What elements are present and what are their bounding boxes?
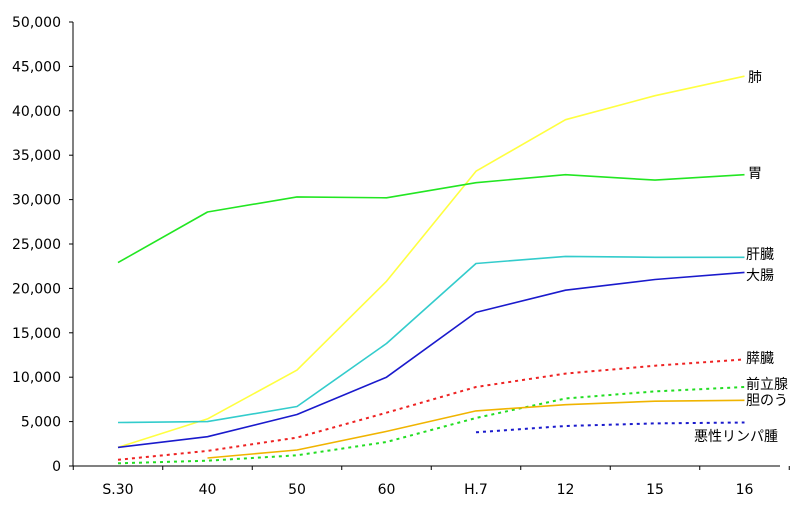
x-tick-label: 60 [378,482,396,498]
series-line-5 [117,386,745,465]
x-tick-label: 50 [288,482,306,498]
series-line-1 [117,173,745,264]
series-label-5: 前立腺 [746,376,788,393]
y-tick-label: 30,000 [12,193,61,209]
x-tick-label: S.30 [102,482,133,498]
x-tick-label: H.7 [464,482,488,498]
series-lines [117,75,745,465]
x-tick-label: 15 [646,482,664,498]
series-label-1: 胃 [748,166,762,182]
series-label-6: 胆のう [746,393,788,409]
y-tick-label: 40,000 [12,104,61,120]
series-label-3: 大腸 [746,268,774,284]
y-tick-label: 25,000 [12,237,61,253]
x-tick-label: 16 [736,482,754,498]
series-line-0 [117,75,745,449]
series-label-4: 膵臓 [746,351,774,367]
x-tick-label: 12 [557,482,575,498]
y-axis: 0 5,000 10,000 15,000 20,000 25,000 30,000 35,0… [12,15,74,475]
series-label-7: 悪性リンパ腫 [694,429,778,445]
x-tick-label: 40 [199,482,217,498]
y-tick-label: 45,000 [12,59,61,75]
series-label-0: 肺 [748,70,762,86]
series-label-2: 肝臓 [746,247,774,263]
series-line-3 [117,271,745,449]
x-axis: S.30 40 50 60 H.7 12 15 16 [72,465,790,498]
series-line-2 [117,255,745,424]
y-tick-label: 50,000 [12,15,61,31]
y-tick-label: 10,000 [12,370,61,386]
series-line-4 [117,358,745,461]
y-tick-label: 0 [52,459,61,475]
y-tick-label: 15,000 [12,326,61,342]
series-line-6 [207,399,745,459]
y-tick-label: 20,000 [12,281,61,297]
y-tick-label: 35,000 [12,148,61,164]
y-tick-label: 5,000 [21,415,61,431]
series-line-7 [475,421,745,434]
